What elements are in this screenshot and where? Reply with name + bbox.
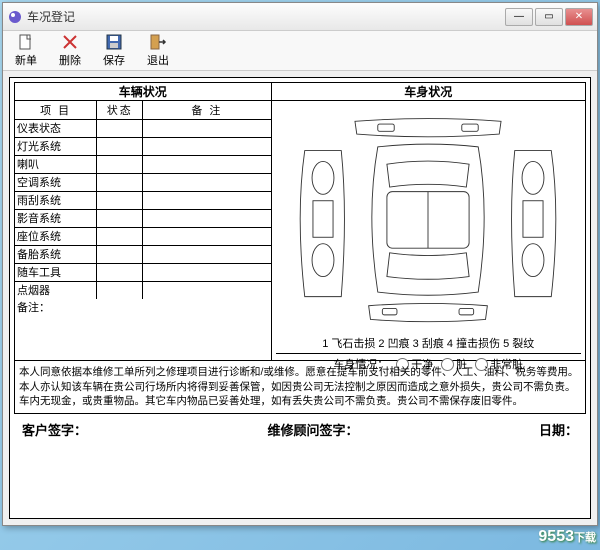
- item-cell: 随车工具: [15, 263, 97, 281]
- table-row: 雨刮系统: [15, 191, 271, 209]
- watermark: 9553下载: [538, 528, 596, 546]
- note-cell[interactable]: [143, 155, 271, 173]
- item-cell: 影音系统: [15, 209, 97, 227]
- note-cell[interactable]: [143, 137, 271, 155]
- exit-label: 退出: [147, 52, 169, 68]
- note-cell[interactable]: [143, 227, 271, 245]
- item-cell: 备胎系统: [15, 245, 97, 263]
- maximize-button[interactable]: ▭: [535, 8, 563, 26]
- item-cell: 座位系统: [15, 227, 97, 245]
- state-cell[interactable]: [97, 191, 143, 209]
- table-row: 座位系统: [15, 227, 271, 245]
- col-note: 备 注: [143, 101, 271, 119]
- table-row: 点烟器: [15, 281, 271, 299]
- state-cell[interactable]: [97, 137, 143, 155]
- new-icon: [17, 33, 35, 51]
- col-state: 状态: [97, 101, 143, 119]
- table-row: 灯光系统: [15, 137, 271, 155]
- car-diagram[interactable]: [276, 105, 582, 333]
- item-cell: 空调系统: [15, 173, 97, 191]
- table-row: 空调系统: [15, 173, 271, 191]
- disclaimer-text: 本人同意依据本维修工单所列之修理项目进行诊断和/或维修。愿意在提车前支付相关的零…: [14, 361, 586, 414]
- table-row: 影音系统: [15, 209, 271, 227]
- vehicle-cond-header: 车辆状况: [15, 83, 271, 101]
- close-button[interactable]: ✕: [565, 8, 593, 26]
- delete-icon: [61, 33, 79, 51]
- advisor-sign: 维修顾问签字：: [267, 420, 358, 439]
- item-cell: 点烟器: [15, 281, 97, 299]
- note-cell[interactable]: [143, 281, 271, 299]
- customer-sign: 客户签字：: [22, 420, 87, 439]
- toolbar: 新单 删除 保存 退出: [3, 31, 597, 71]
- minimize-button[interactable]: —: [505, 8, 533, 26]
- condition-table: 项 目 状态 备 注 仪表状态灯光系统喇叭空调系统雨刮系统影音系统座位系统备胎系…: [15, 101, 271, 339]
- state-cell[interactable]: [97, 227, 143, 245]
- note-cell[interactable]: [143, 119, 271, 137]
- delete-label: 删除: [59, 52, 81, 68]
- table-row: 喇叭: [15, 155, 271, 173]
- state-cell[interactable]: [97, 281, 143, 299]
- delete-button[interactable]: 删除: [53, 33, 87, 68]
- window-title: 车况登记: [27, 8, 505, 25]
- app-icon: [7, 9, 23, 25]
- note-cell[interactable]: [143, 245, 271, 263]
- table-row: 随车工具: [15, 263, 271, 281]
- table-row: 仪表状态: [15, 119, 271, 137]
- save-icon: [105, 33, 123, 51]
- save-label: 保存: [103, 52, 125, 68]
- table-row: 备胎系统: [15, 245, 271, 263]
- signatures: 客户签字： 维修顾问签字： 日期：: [14, 414, 586, 445]
- date-sign: 日期：: [539, 420, 578, 439]
- item-cell: 喇叭: [15, 155, 97, 173]
- col-item: 项 目: [15, 101, 97, 119]
- note-cell[interactable]: [143, 173, 271, 191]
- state-cell[interactable]: [97, 209, 143, 227]
- note-cell[interactable]: [143, 263, 271, 281]
- new-label: 新单: [15, 52, 37, 68]
- save-button[interactable]: 保存: [97, 33, 131, 68]
- body-cond-header: 车身状况: [272, 83, 586, 101]
- new-button[interactable]: 新单: [9, 33, 43, 68]
- item-cell: 雨刮系统: [15, 191, 97, 209]
- state-cell[interactable]: [97, 173, 143, 191]
- exit-button[interactable]: 退出: [141, 33, 175, 68]
- titlebar: 车况登记 — ▭ ✕: [3, 3, 597, 31]
- state-cell[interactable]: [97, 263, 143, 281]
- sheet: 车辆状况 项 目 状态 备 注 仪表状态灯光系统喇叭空调系统雨刮系统影音系统座位…: [9, 77, 591, 519]
- state-cell[interactable]: [97, 119, 143, 137]
- item-cell: 仪表状态: [15, 119, 97, 137]
- exit-icon: [149, 33, 167, 51]
- damage-legend: 1 飞石击损 2 凹痕 3 刮痕 4 撞击损伤 5 裂纹: [276, 333, 582, 353]
- item-cell: 灯光系统: [15, 137, 97, 155]
- state-cell[interactable]: [97, 155, 143, 173]
- note-cell[interactable]: [143, 209, 271, 227]
- note-cell[interactable]: [143, 191, 271, 209]
- state-cell[interactable]: [97, 245, 143, 263]
- remarks-cell[interactable]: 备注：: [15, 299, 271, 339]
